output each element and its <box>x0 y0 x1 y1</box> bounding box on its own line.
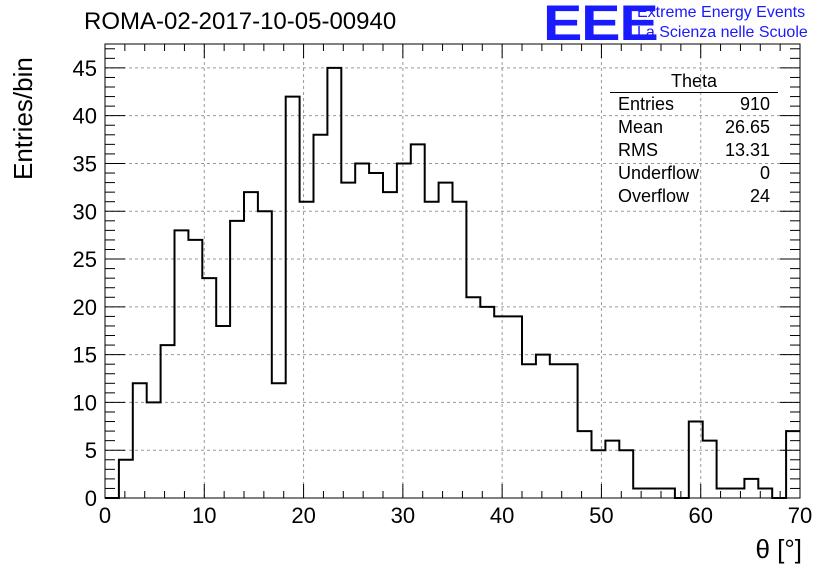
stats-row-entries: Entries 910 <box>612 93 776 116</box>
histogram-bin <box>578 431 592 498</box>
logo-caption: Extreme Energy Events La Scienza nelle S… <box>637 3 808 43</box>
x-tick-label: 0 <box>99 503 111 528</box>
histogram-bin <box>300 202 314 498</box>
histogram-bin <box>119 460 133 498</box>
histogram-bin <box>522 364 536 498</box>
stats-value: 13.31 <box>724 140 770 160</box>
y-tick-label: 35 <box>73 151 97 176</box>
stats-value: 26.65 <box>724 117 770 137</box>
histogram-bin <box>619 450 633 498</box>
histogram-bin <box>133 383 147 498</box>
x-tick-label: 60 <box>688 503 712 528</box>
axis-ticks <box>104 44 801 499</box>
stats-row-overflow: Overflow 24 <box>612 185 776 208</box>
stats-label: RMS <box>618 140 658 160</box>
histogram-bin <box>341 183 355 498</box>
x-axis-label: θ [°] <box>755 534 802 564</box>
histogram-bin <box>494 316 508 498</box>
histogram-bin <box>258 211 272 498</box>
x-tick-labels: 0 10 20 30 40 50 60 70 <box>99 503 812 528</box>
histogram-bin <box>592 450 606 498</box>
y-tick-label: 10 <box>73 390 97 415</box>
histogram-bin <box>703 441 717 498</box>
histogram-bin <box>161 345 175 498</box>
y-tick-label: 45 <box>73 56 97 81</box>
y-tick-label: 15 <box>73 343 97 368</box>
histogram-bin <box>286 97 300 498</box>
histogram-bin <box>480 307 494 498</box>
x-tick-label: 30 <box>391 503 415 528</box>
histogram-bin <box>216 326 230 498</box>
histogram-bin <box>425 202 439 498</box>
histogram-bin <box>536 355 550 498</box>
y-tick-label: 40 <box>73 104 97 129</box>
histogram-bin <box>369 173 383 498</box>
histogram-bin <box>661 488 675 498</box>
stats-box: Theta Entries 910 Mean 26.65 RMS 13.31 Unde… <box>610 71 778 208</box>
y-tick-labels: 0 5 10 15 20 25 30 35 40 45 <box>73 56 97 511</box>
histogram-bin <box>175 230 189 498</box>
logo-line-1: Extreme Energy Events <box>637 4 806 21</box>
x-tick-label: 10 <box>192 503 216 528</box>
eee-logo: EEE <box>543 0 659 51</box>
histogram-bin <box>717 488 731 498</box>
histogram-bin <box>564 364 578 498</box>
y-tick-label: 0 <box>85 486 97 511</box>
histogram-bin <box>327 68 341 498</box>
histogram-bin <box>244 192 258 498</box>
stats-title: Theta <box>610 71 778 93</box>
histogram-bin <box>202 278 216 498</box>
histogram-bin <box>647 488 661 498</box>
histogram-bin <box>466 297 480 498</box>
histogram-bin <box>147 402 161 498</box>
histogram-bin <box>744 479 758 498</box>
stats-label: Mean <box>618 117 664 137</box>
histogram-bin <box>383 192 397 498</box>
stats-value: 24 <box>749 186 770 206</box>
histogram-bin <box>397 163 411 498</box>
y-tick-label: 5 <box>85 438 97 463</box>
histogram-bin <box>508 316 522 498</box>
histogram-bin <box>731 488 745 498</box>
y-tick-label: 20 <box>73 295 97 320</box>
histogram-bin <box>272 383 286 498</box>
histogram-bin <box>355 163 369 498</box>
y-axis-label: Entries/bin <box>8 57 38 180</box>
histogram-bin <box>314 135 328 498</box>
logo-line-2: La Scienza nelle Scuole <box>637 24 808 41</box>
y-tick-label: 25 <box>73 247 97 272</box>
grid-lines <box>105 44 800 498</box>
stats-label: Overflow <box>618 186 690 206</box>
histogram-bin <box>230 221 244 498</box>
stats-label: Entries <box>618 94 675 114</box>
histogram-bin <box>633 488 647 498</box>
chart-title: ROMA-02-2017-10-05-00940 <box>84 8 397 35</box>
stats-row-rms: RMS 13.31 <box>612 139 776 162</box>
histogram-bin <box>439 183 453 498</box>
x-tick-label: 70 <box>788 503 812 528</box>
stats-value: 910 <box>739 94 770 114</box>
histogram-bin <box>605 441 619 498</box>
stats-row-mean: Mean 26.65 <box>612 116 776 139</box>
stats-value: 0 <box>759 163 770 183</box>
histogram-bin <box>453 202 467 498</box>
histogram-bin <box>550 364 564 498</box>
x-tick-label: 40 <box>490 503 514 528</box>
stats-row-underflow: Underflow 0 <box>612 162 776 185</box>
plot-frame <box>104 43 801 499</box>
stats-label: Underflow <box>618 163 700 183</box>
histogram-bin <box>188 240 202 498</box>
x-tick-label: 20 <box>291 503 315 528</box>
x-tick-label: 50 <box>589 503 613 528</box>
y-tick-label: 30 <box>73 199 97 224</box>
histogram-bin <box>411 144 425 498</box>
